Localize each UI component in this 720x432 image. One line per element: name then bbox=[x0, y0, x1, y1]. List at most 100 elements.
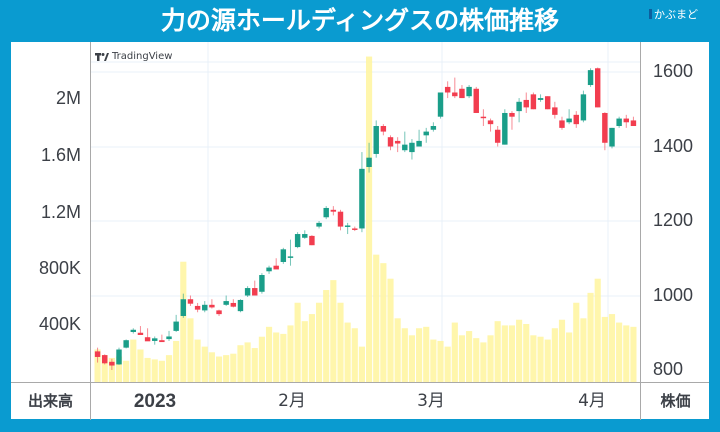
volume-tick: 1.6M bbox=[40, 145, 81, 165]
candle-down bbox=[623, 118, 629, 123]
volume-bar bbox=[530, 335, 537, 382]
candle-down bbox=[487, 120, 494, 125]
candle-up bbox=[587, 70, 594, 86]
volume-bar bbox=[194, 339, 201, 382]
brand-logo: かぶまど bbox=[649, 6, 698, 22]
volume-bar bbox=[287, 325, 294, 382]
candle-up bbox=[237, 299, 244, 312]
volume-tick: 800K bbox=[38, 258, 81, 278]
candle-up bbox=[152, 338, 158, 341]
candle-down bbox=[144, 337, 151, 342]
candle-up bbox=[130, 329, 137, 333]
tradingview-watermark: TradingView bbox=[95, 51, 172, 62]
candle-down bbox=[94, 351, 101, 357]
candle-up bbox=[316, 222, 322, 227]
volume-bar bbox=[251, 348, 258, 382]
candle-up bbox=[266, 267, 272, 272]
candle-up bbox=[244, 288, 251, 296]
volume-bar bbox=[244, 342, 251, 382]
volume-bar bbox=[566, 332, 573, 382]
volume-bar bbox=[137, 349, 144, 382]
volume-bar bbox=[537, 336, 544, 382]
volume-bar bbox=[458, 335, 466, 382]
volume-bar bbox=[201, 346, 208, 382]
candle-down bbox=[187, 299, 194, 304]
candle-down bbox=[480, 116, 487, 119]
page-title: 力の源ホールディングスの株価推移 bbox=[160, 6, 560, 35]
volume-bar bbox=[115, 356, 123, 382]
candle-down bbox=[444, 86, 451, 93]
candle-up bbox=[409, 142, 415, 153]
volume-bar bbox=[208, 352, 215, 382]
volume-bar bbox=[630, 326, 637, 382]
volume-bar bbox=[151, 359, 158, 382]
candle-down bbox=[273, 265, 279, 270]
volume-bar bbox=[523, 323, 530, 382]
volume-bar bbox=[366, 56, 373, 382]
plot-area[interactable]: TradingView bbox=[91, 42, 640, 382]
flag-icon bbox=[649, 9, 652, 19]
candle-down bbox=[452, 92, 458, 97]
candle-down bbox=[387, 137, 394, 147]
volume-tick: 400K bbox=[38, 314, 81, 334]
candle-up bbox=[580, 94, 587, 121]
candle-up bbox=[466, 86, 472, 97]
candlestick-chart[interactable] bbox=[91, 42, 640, 382]
time-tick: 4月 bbox=[578, 391, 606, 411]
volume-bar bbox=[544, 339, 551, 382]
candle-up bbox=[609, 127, 615, 147]
candle-down bbox=[252, 288, 258, 296]
candle-up bbox=[437, 92, 444, 117]
volume-bar bbox=[444, 346, 451, 382]
volume-bar bbox=[394, 318, 401, 382]
volume-bar bbox=[130, 339, 137, 382]
candle-down bbox=[473, 88, 479, 113]
volume-bar bbox=[237, 345, 244, 382]
candle-down bbox=[352, 228, 358, 230]
volume-bar bbox=[387, 278, 394, 382]
candle-up bbox=[280, 249, 287, 262]
volume-bar bbox=[101, 355, 108, 382]
volume-bar bbox=[230, 353, 237, 382]
candle-up bbox=[344, 225, 351, 227]
volume-bar bbox=[358, 346, 365, 382]
volume-bar bbox=[123, 360, 130, 382]
candle-down bbox=[552, 107, 558, 115]
volume-bar bbox=[516, 319, 523, 382]
volume-bar bbox=[608, 314, 616, 382]
candle-down bbox=[109, 361, 115, 366]
volume-bar bbox=[580, 318, 587, 382]
candle-down bbox=[594, 68, 601, 108]
volume-bar bbox=[508, 325, 516, 382]
volume-bar bbox=[558, 319, 566, 382]
candle-up bbox=[180, 299, 187, 316]
candle-up bbox=[359, 168, 365, 229]
volume-bar bbox=[401, 328, 408, 382]
volume-bar bbox=[480, 342, 487, 382]
candle-up bbox=[373, 126, 379, 154]
candle-down bbox=[380, 126, 387, 132]
volume-bar bbox=[351, 328, 358, 382]
candle-up bbox=[423, 131, 429, 136]
volume-axis-label: 出来高 bbox=[11, 383, 91, 420]
volume-bar bbox=[344, 322, 351, 382]
volume-bar bbox=[487, 335, 494, 382]
candle-down bbox=[309, 235, 315, 246]
candle-up bbox=[416, 140, 422, 147]
volume-bar bbox=[223, 355, 230, 382]
candle-up bbox=[566, 118, 572, 123]
candle-up bbox=[366, 157, 372, 167]
volume-bar bbox=[423, 326, 430, 382]
candle-down bbox=[544, 96, 551, 110]
candle-down bbox=[394, 140, 401, 144]
volume-bar bbox=[165, 355, 173, 382]
candle-up bbox=[259, 275, 265, 292]
volume-bar bbox=[323, 290, 330, 382]
volume-bar bbox=[258, 336, 265, 382]
candle-up bbox=[402, 144, 408, 151]
candle-down bbox=[216, 310, 222, 315]
volume-bar bbox=[265, 326, 273, 382]
volume-bar bbox=[273, 332, 280, 382]
candle-up bbox=[202, 304, 208, 311]
price-axis: 1600 1400 1200 1000 800 bbox=[640, 42, 710, 382]
